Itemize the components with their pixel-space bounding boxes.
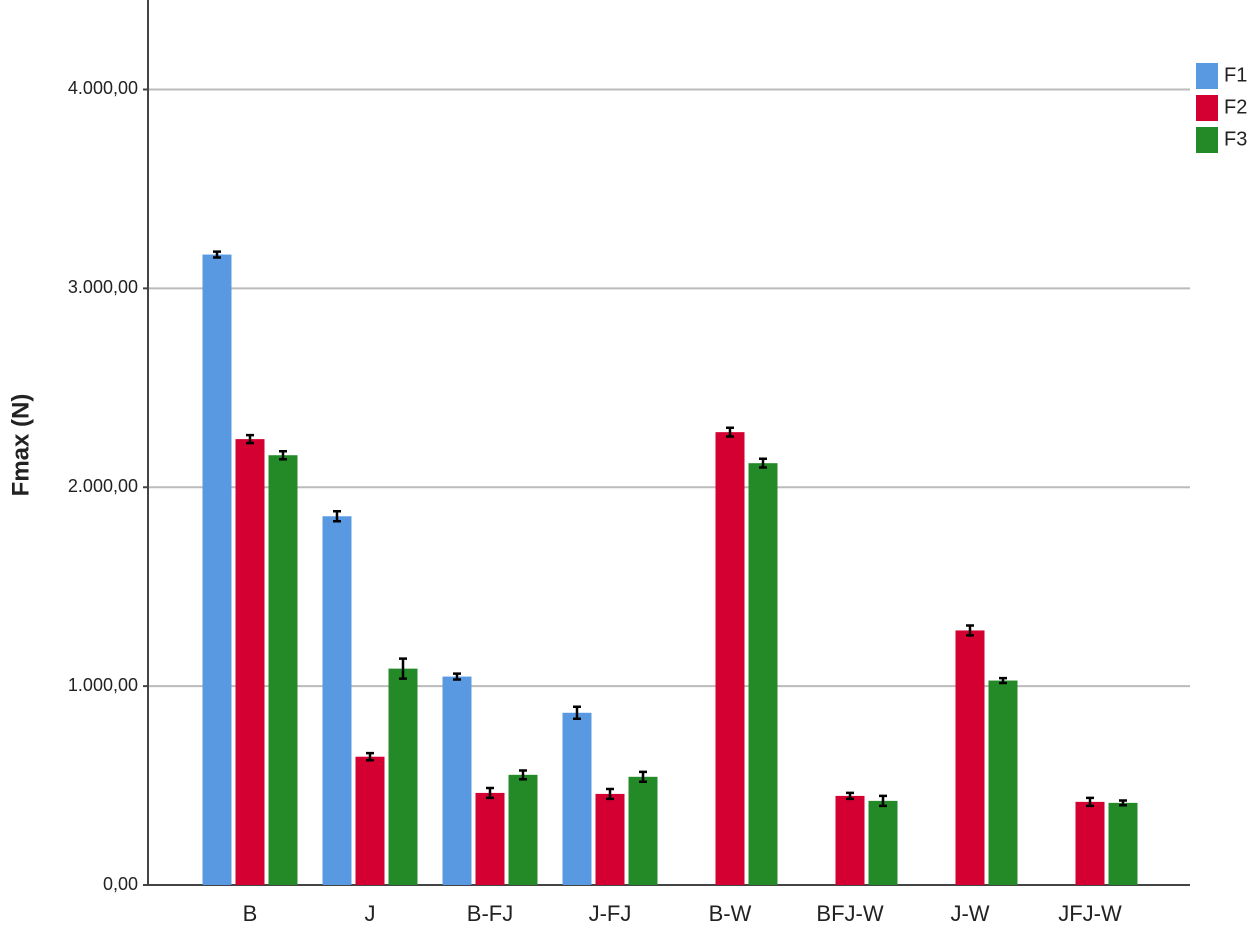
bar <box>508 774 538 885</box>
error-bar <box>333 510 341 523</box>
error-bar <box>879 794 887 808</box>
bar <box>202 254 232 886</box>
x-tick-label: B-W <box>709 901 752 926</box>
y-tick-label: 2.000,00 <box>68 476 138 496</box>
error-bar <box>573 705 581 720</box>
error-bar <box>399 657 407 680</box>
bar <box>1108 802 1138 885</box>
bar <box>562 712 592 885</box>
bar <box>748 463 778 885</box>
x-tick-label: B <box>243 901 258 926</box>
legend-label: F2 <box>1224 96 1247 118</box>
error-bar <box>453 672 461 681</box>
error-bar <box>366 751 374 762</box>
bar <box>475 792 505 885</box>
bar <box>835 795 865 885</box>
x-tick-label: B-FJ <box>467 901 513 926</box>
bar <box>235 439 265 885</box>
error-bar <box>726 426 734 438</box>
y-tick-label: 3.000,00 <box>68 277 138 297</box>
error-bar <box>519 769 527 781</box>
bar <box>1075 801 1105 885</box>
bar <box>988 680 1018 885</box>
error-bar <box>1086 796 1094 808</box>
error-bar <box>213 250 221 259</box>
y-tick-label: 1.000,00 <box>68 675 138 695</box>
bar <box>388 668 418 885</box>
legend-swatch <box>1196 63 1218 89</box>
y-tick-label: 4.000,00 <box>68 78 138 98</box>
error-bar <box>606 787 614 801</box>
bar <box>322 516 352 885</box>
x-tick-label: BFJ-W <box>816 901 883 926</box>
error-bar <box>846 791 854 801</box>
error-bar <box>759 457 767 469</box>
bar <box>442 676 472 885</box>
error-bar <box>966 624 974 637</box>
bar <box>628 776 658 885</box>
legend-label: F1 <box>1224 64 1247 86</box>
bar <box>595 793 625 885</box>
error-bar <box>279 450 287 461</box>
legend-swatch <box>1196 95 1218 121</box>
bar <box>955 630 985 885</box>
error-bar <box>1119 799 1127 807</box>
x-tick-label: J-W <box>950 901 989 926</box>
x-tick-label: J-FJ <box>589 901 632 926</box>
error-bar <box>486 786 494 800</box>
legend-label: F3 <box>1224 128 1247 150</box>
x-tick-label: JFJ-W <box>1058 901 1122 926</box>
y-axis-label: Fmax (N) <box>7 394 34 497</box>
error-bar <box>999 676 1007 685</box>
bar <box>868 800 898 885</box>
error-bar <box>639 770 647 784</box>
bar <box>355 756 385 885</box>
bar <box>268 455 298 885</box>
y-tick-label: 0,00 <box>103 874 138 894</box>
bar <box>715 432 745 885</box>
legend-swatch <box>1196 127 1218 153</box>
error-bar <box>246 433 254 445</box>
x-tick-label: J <box>365 901 376 926</box>
